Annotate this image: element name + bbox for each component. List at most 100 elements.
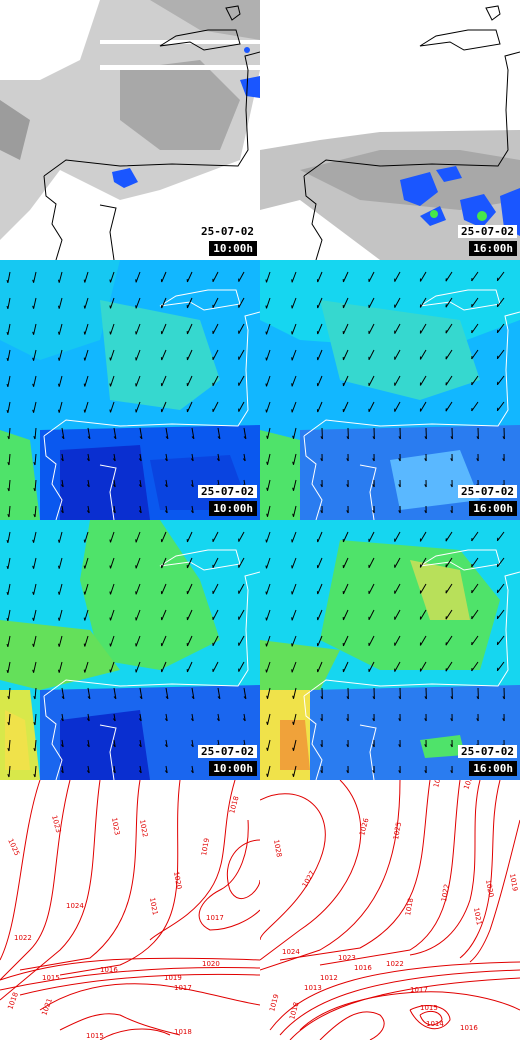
wind-arrow	[110, 323, 115, 335]
time-stamp: 16:00h	[469, 761, 517, 776]
wind-arrow	[161, 583, 167, 595]
wind-arrow	[471, 609, 479, 620]
wind-arrow	[394, 609, 401, 620]
wind-arrow-head	[112, 458, 116, 462]
wind-arrow-head	[320, 696, 323, 700]
wind-arrow	[238, 635, 245, 646]
wind-arrow	[139, 687, 143, 699]
isobar-canvas: 1025 1023 1022 1024 1023 1022 1021 1020 …	[0, 780, 260, 1040]
wind-arrow	[84, 531, 89, 543]
wind-arrow	[135, 297, 141, 309]
wind-arrow-head	[109, 409, 111, 413]
wind-arrow	[84, 323, 89, 335]
wind-arrow-head	[292, 747, 294, 751]
wind-arrow	[212, 375, 219, 387]
wind-arrow	[135, 375, 141, 387]
wind-arrow	[33, 401, 37, 413]
wind-arrow-head	[32, 643, 35, 647]
wind-arrow-head	[320, 436, 323, 440]
wind-arrow-head	[109, 357, 111, 361]
wind-arrow	[317, 609, 323, 621]
wind-arrow-head	[216, 458, 220, 462]
wind-arrow	[8, 765, 11, 778]
time-stamp: 10:00h	[209, 761, 257, 776]
wind-arrow	[212, 271, 219, 283]
wind-arrow-head	[6, 565, 9, 569]
wind-arrow	[445, 661, 453, 672]
wind-arrow	[238, 531, 245, 542]
date-stamp: 25-07-02	[198, 485, 257, 498]
wind-arrow	[161, 271, 167, 283]
wind-arrow	[496, 609, 505, 620]
wind-arrow	[342, 375, 349, 387]
wind-arrow-head	[32, 565, 35, 569]
wind-arrow-head	[346, 436, 349, 440]
wind-arrow-head	[86, 770, 90, 774]
wind-arrow	[368, 297, 375, 309]
wind-arrow	[186, 661, 193, 673]
time-stamp: 10:00h	[209, 501, 257, 516]
wind-arrow	[496, 401, 505, 412]
wind-arrow-head	[476, 696, 479, 700]
svg-text:1020: 1020	[172, 871, 183, 890]
wind-arrow	[58, 661, 63, 673]
wind-arrow-head	[372, 436, 375, 440]
wind-arrow	[191, 427, 195, 439]
wind-arrow	[113, 479, 116, 487]
wind-arrow	[238, 297, 245, 308]
wind-arrow	[291, 609, 297, 621]
wind-arrow	[87, 687, 91, 699]
wind-arrow-head	[6, 643, 9, 647]
wind-arrow-head	[266, 721, 268, 725]
wind-arrow	[135, 557, 141, 569]
svg-text:1017: 1017	[410, 986, 428, 994]
coastline	[303, 289, 520, 520]
wind-arrow	[58, 297, 63, 309]
wind-arrow	[58, 557, 63, 569]
wind-arrow-head	[113, 436, 117, 440]
cloud-rain-canvas	[0, 0, 260, 260]
wind-arrow-head	[372, 696, 375, 700]
wind-arrow	[7, 557, 11, 569]
wind-arrow-head	[109, 591, 111, 595]
wind-arrow	[161, 375, 167, 387]
wind-arrow-head	[112, 770, 116, 774]
wind-arrow-head	[265, 279, 267, 283]
isobar-labels: 1028 1027 1026 1025 1024 1023 1022 1021 …	[268, 780, 519, 1032]
wind-arrow	[496, 271, 505, 282]
wind-arrow-head	[424, 696, 427, 700]
wind-arrow	[291, 323, 297, 335]
wind-arrows	[265, 531, 505, 777]
wind-arrow	[212, 635, 219, 647]
wind-arrow	[135, 609, 141, 621]
wind-arrow	[113, 739, 116, 747]
wind-arrow-head	[242, 718, 246, 722]
wind-arrow	[34, 713, 37, 726]
svg-text:1015: 1015	[420, 1004, 438, 1012]
wind-arrow-head	[33, 488, 36, 492]
wind-arrow	[291, 661, 297, 673]
wind-arrow	[165, 427, 169, 439]
wind-arrow	[394, 531, 401, 542]
wind-arrow	[368, 661, 375, 673]
wind-arrow	[217, 687, 221, 699]
wind-arrow	[394, 271, 401, 282]
wind-arrow	[267, 505, 271, 517]
wind-arrow-head	[109, 279, 111, 283]
wind-arrow	[84, 609, 89, 621]
wind-arrow-head	[292, 435, 294, 439]
wind-arrow-head	[265, 669, 267, 673]
wind-arrow	[7, 531, 11, 543]
wind-arrow	[186, 349, 193, 361]
wind-arrow-head	[216, 718, 220, 722]
isobar-canvas: 1028 1027 1026 1025 1024 1023 1022 1021 …	[260, 780, 520, 1040]
wind-arrow	[267, 453, 271, 465]
wind-arrow	[186, 375, 193, 387]
wind-arrow-head	[83, 305, 86, 309]
wind-arrow-head	[58, 591, 60, 595]
wind-arrow	[342, 297, 349, 309]
wind-arrow-head	[265, 383, 267, 387]
wind-arrow	[342, 609, 349, 621]
wind-arrow-head	[58, 331, 60, 335]
wind-arrow-head	[266, 435, 268, 439]
